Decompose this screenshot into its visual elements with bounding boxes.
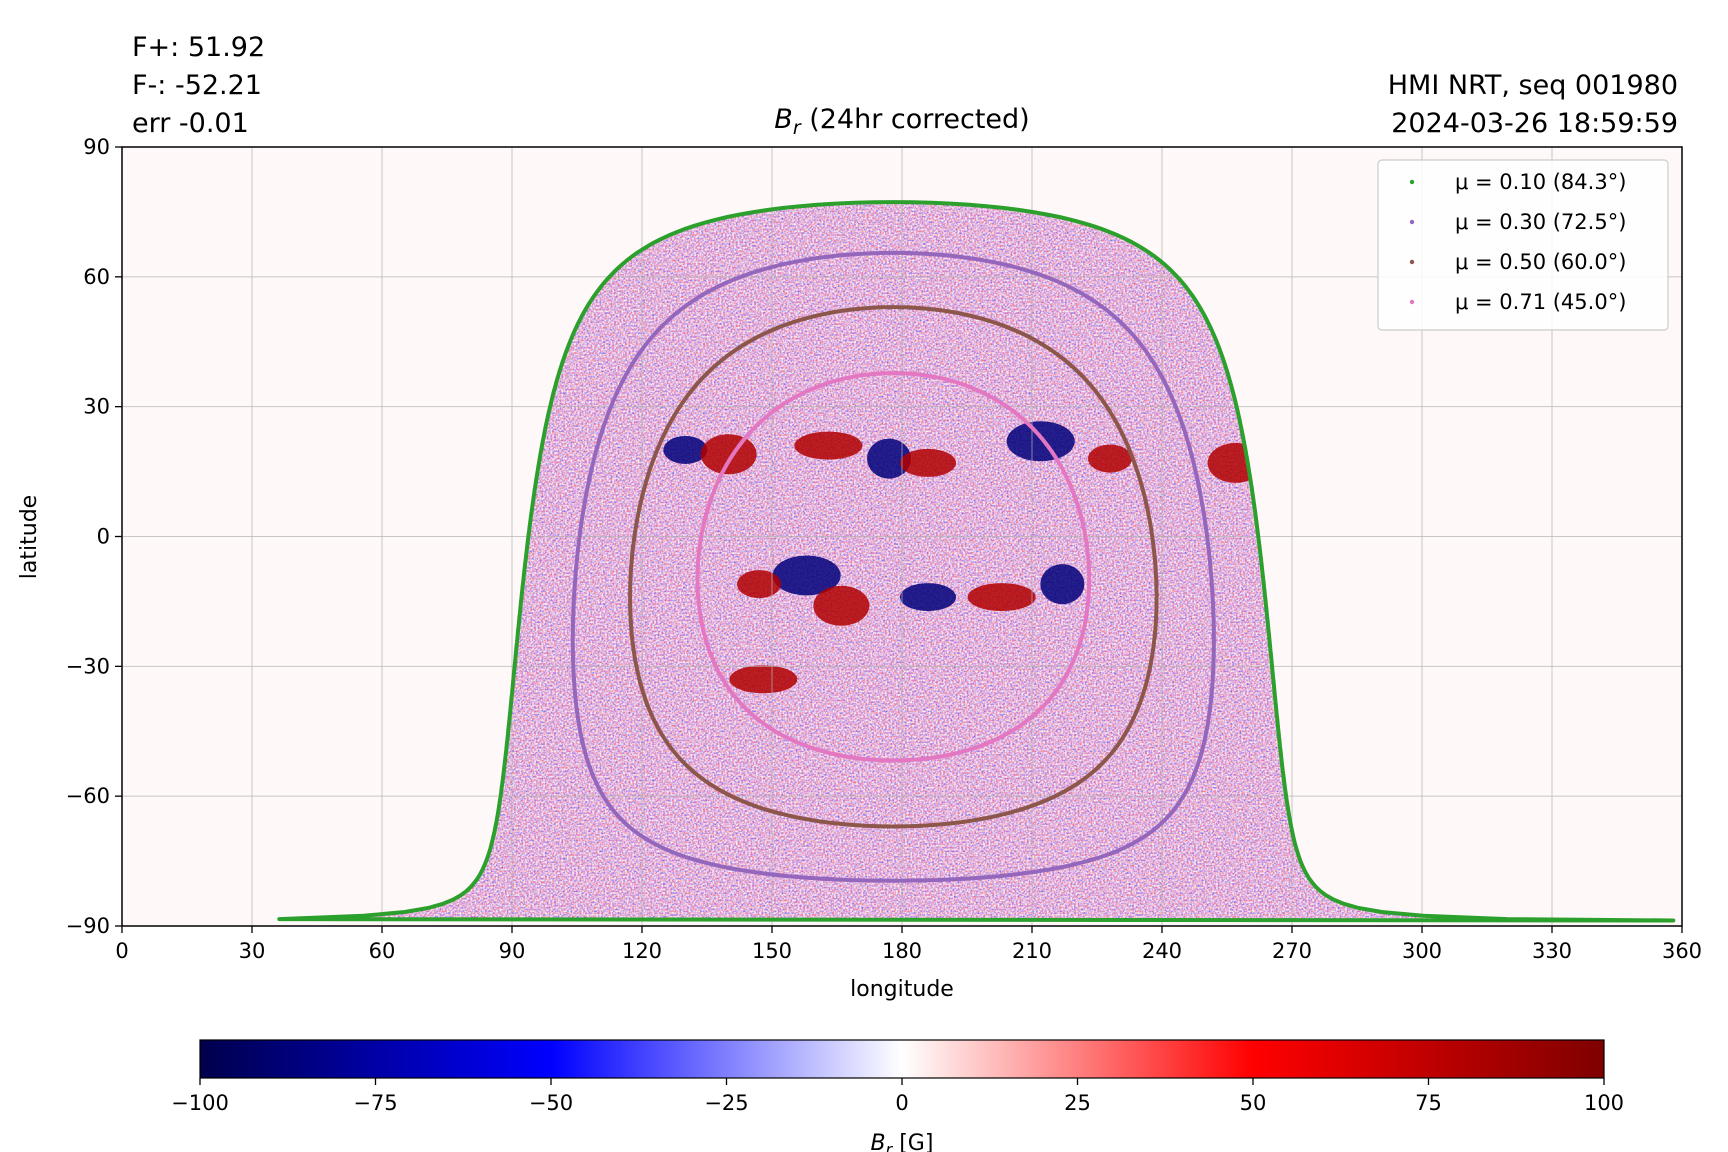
colorbar-tick-label: 0 <box>895 1091 908 1115</box>
contour-line <box>277 200 1676 923</box>
colorbar-tick-label: 100 <box>1584 1091 1624 1115</box>
colorbar-tick-label: −100 <box>171 1091 229 1115</box>
x-tick-label: 30 <box>239 939 266 963</box>
colorbar-tick-label: −75 <box>353 1091 397 1115</box>
x-tick-label: 120 <box>622 939 662 963</box>
x-tick-label: 270 <box>1272 939 1312 963</box>
legend-entry: μ = 0.30 (72.5°) <box>1455 210 1626 234</box>
colorbar-tick-label: 50 <box>1240 1091 1267 1115</box>
flux-error-text: err -0.01 <box>132 108 249 139</box>
x-tick-label: 0 <box>115 939 128 963</box>
x-tick-label: 330 <box>1532 939 1572 963</box>
colorbar-tick-label: 25 <box>1064 1091 1091 1115</box>
y-tick-label: 0 <box>97 525 110 549</box>
colorbar-gradient <box>199 1039 1605 1079</box>
active-region-negative <box>1040 564 1085 605</box>
legend-entry: μ = 0.71 (45.0°) <box>1455 290 1626 314</box>
x-tick-label: 210 <box>1012 939 1052 963</box>
legend-marker <box>1409 299 1415 305</box>
x-tick-label: 90 <box>499 939 526 963</box>
y-axis-ticks: 90 60 30 0 −30 −60 −90 <box>66 135 122 938</box>
timestamp-label: 2024-03-26 18:59:59 <box>1391 108 1678 139</box>
y-tick-label: −30 <box>66 654 110 678</box>
active-region-negative <box>867 438 911 479</box>
active-region-positive <box>1088 444 1132 473</box>
x-tick-label: 240 <box>1142 939 1182 963</box>
active-region-positive <box>729 665 798 694</box>
legend-marker <box>1409 179 1415 185</box>
flux-negative-text: F-: -52.21 <box>132 70 262 101</box>
contour-line <box>570 250 1216 883</box>
x-tick-label: 300 <box>1402 939 1442 963</box>
active-region-positive <box>737 570 781 599</box>
legend-entry: μ = 0.50 (60.0°) <box>1455 250 1626 274</box>
active-region-negative <box>1006 421 1075 462</box>
instrument-label: HMI NRT, seq 001980 <box>1387 70 1678 101</box>
active-region-negative <box>663 435 708 464</box>
contour-line <box>628 305 1159 829</box>
active-region-positive <box>967 583 1036 612</box>
colorbar-tick-label: −25 <box>704 1091 748 1115</box>
y-axis-label: latitude <box>17 495 42 579</box>
active-region-negative <box>900 583 956 612</box>
chart-title: Br (24hr corrected) <box>774 104 1029 139</box>
legend-marker <box>1409 259 1415 265</box>
y-tick-label: −90 <box>66 914 110 938</box>
colorbar-tick-label: −50 <box>529 1091 573 1115</box>
colorbar-tick-label: 75 <box>1415 1091 1442 1115</box>
x-tick-label: 180 <box>882 939 922 963</box>
x-tick-label: 60 <box>369 939 396 963</box>
contour-line <box>695 371 1092 763</box>
colorbar: −100 −75 −50 −25 0 25 50 75 100 Br [G] <box>171 1039 1624 1152</box>
x-tick-label: 360 <box>1662 939 1702 963</box>
active-region-positive <box>813 585 870 626</box>
y-tick-label: 30 <box>83 395 110 419</box>
flux-positive-text: F+: 51.92 <box>132 32 266 63</box>
active-region-positive <box>700 434 757 475</box>
active-region-positive <box>900 448 956 477</box>
x-axis-label: longitude <box>850 977 954 1002</box>
legend-box <box>1377 159 1669 331</box>
active-region-negative <box>772 555 841 596</box>
y-tick-label: −60 <box>66 784 110 808</box>
legend-marker <box>1409 219 1415 225</box>
active-region-positive <box>794 431 863 460</box>
legend: μ = 0.10 (84.3°) μ = 0.30 (72.5°) μ = 0.50… <box>1377 159 1669 331</box>
mu-contours <box>277 200 1676 923</box>
legend-entry: μ = 0.10 (84.3°) <box>1455 170 1626 194</box>
x-tick-label: 150 <box>752 939 792 963</box>
colorbar-label: Br [G] <box>871 1131 934 1152</box>
y-tick-label: 90 <box>83 135 110 159</box>
y-tick-label: 60 <box>83 265 110 289</box>
x-axis-ticks: 0 30 60 90 120 150 180 210 240 270 300 330 360 <box>115 926 1702 963</box>
